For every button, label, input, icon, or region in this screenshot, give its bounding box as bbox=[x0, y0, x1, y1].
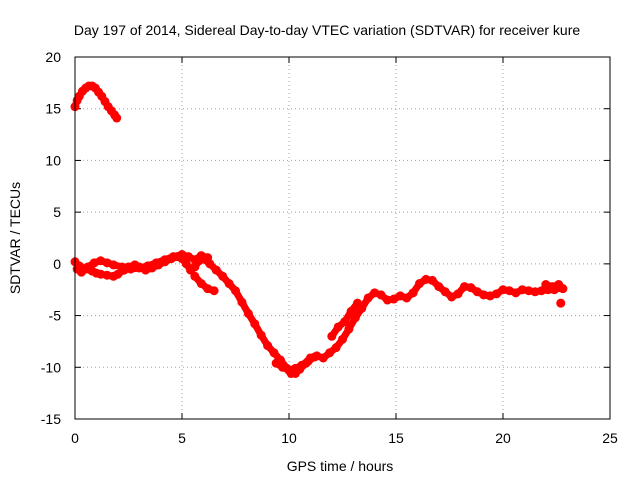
y-tick-label: 15 bbox=[45, 101, 61, 117]
data-segment bbox=[197, 252, 212, 262]
series-arc-4 bbox=[190, 271, 219, 296]
series-arc-5 bbox=[271, 352, 320, 375]
data-segment bbox=[555, 281, 567, 293]
data-points bbox=[70, 81, 568, 378]
x-tick-label: 15 bbox=[388, 430, 404, 446]
series-arc-6 bbox=[327, 298, 362, 341]
y-tick-label: 5 bbox=[53, 204, 61, 220]
x-tick-label: 20 bbox=[495, 430, 511, 446]
x-tick-label: 0 bbox=[71, 430, 79, 446]
series-arc-8 bbox=[556, 298, 566, 308]
grid-lines bbox=[75, 57, 610, 419]
y-tick-label: 10 bbox=[45, 152, 61, 168]
series-arc-1 bbox=[70, 81, 122, 123]
axis-ticks bbox=[74, 56, 611, 420]
x-tick-label: 10 bbox=[281, 430, 297, 446]
tick-labels: 0 5 10 15 20 25 -15 -10 -5 0 5 10 15 20 bbox=[41, 49, 618, 446]
y-tick-label: 20 bbox=[45, 49, 61, 65]
plot-frame bbox=[74, 56, 611, 420]
data-point bbox=[556, 298, 566, 308]
series-arc-3 bbox=[72, 250, 213, 277]
x-axis-label: GPS time / hours bbox=[287, 458, 394, 474]
chart-title: Day 197 of 2014, Sidereal Day-to-day VTE… bbox=[74, 22, 580, 38]
data-segment bbox=[111, 111, 121, 122]
y-tick-label: -15 bbox=[41, 411, 61, 427]
data-segment bbox=[347, 299, 361, 315]
y-tick-label: -5 bbox=[49, 308, 62, 324]
x-tick-label: 5 bbox=[178, 430, 186, 446]
data-segment bbox=[304, 353, 319, 365]
y-tick-label: 0 bbox=[53, 256, 61, 272]
series-arc-7 bbox=[541, 280, 568, 294]
data-segment bbox=[204, 285, 218, 295]
x-tick-label: 25 bbox=[602, 430, 618, 446]
y-axis-label: SDTVAR / TECUs bbox=[7, 182, 23, 294]
y-tick-label: -10 bbox=[41, 359, 61, 375]
